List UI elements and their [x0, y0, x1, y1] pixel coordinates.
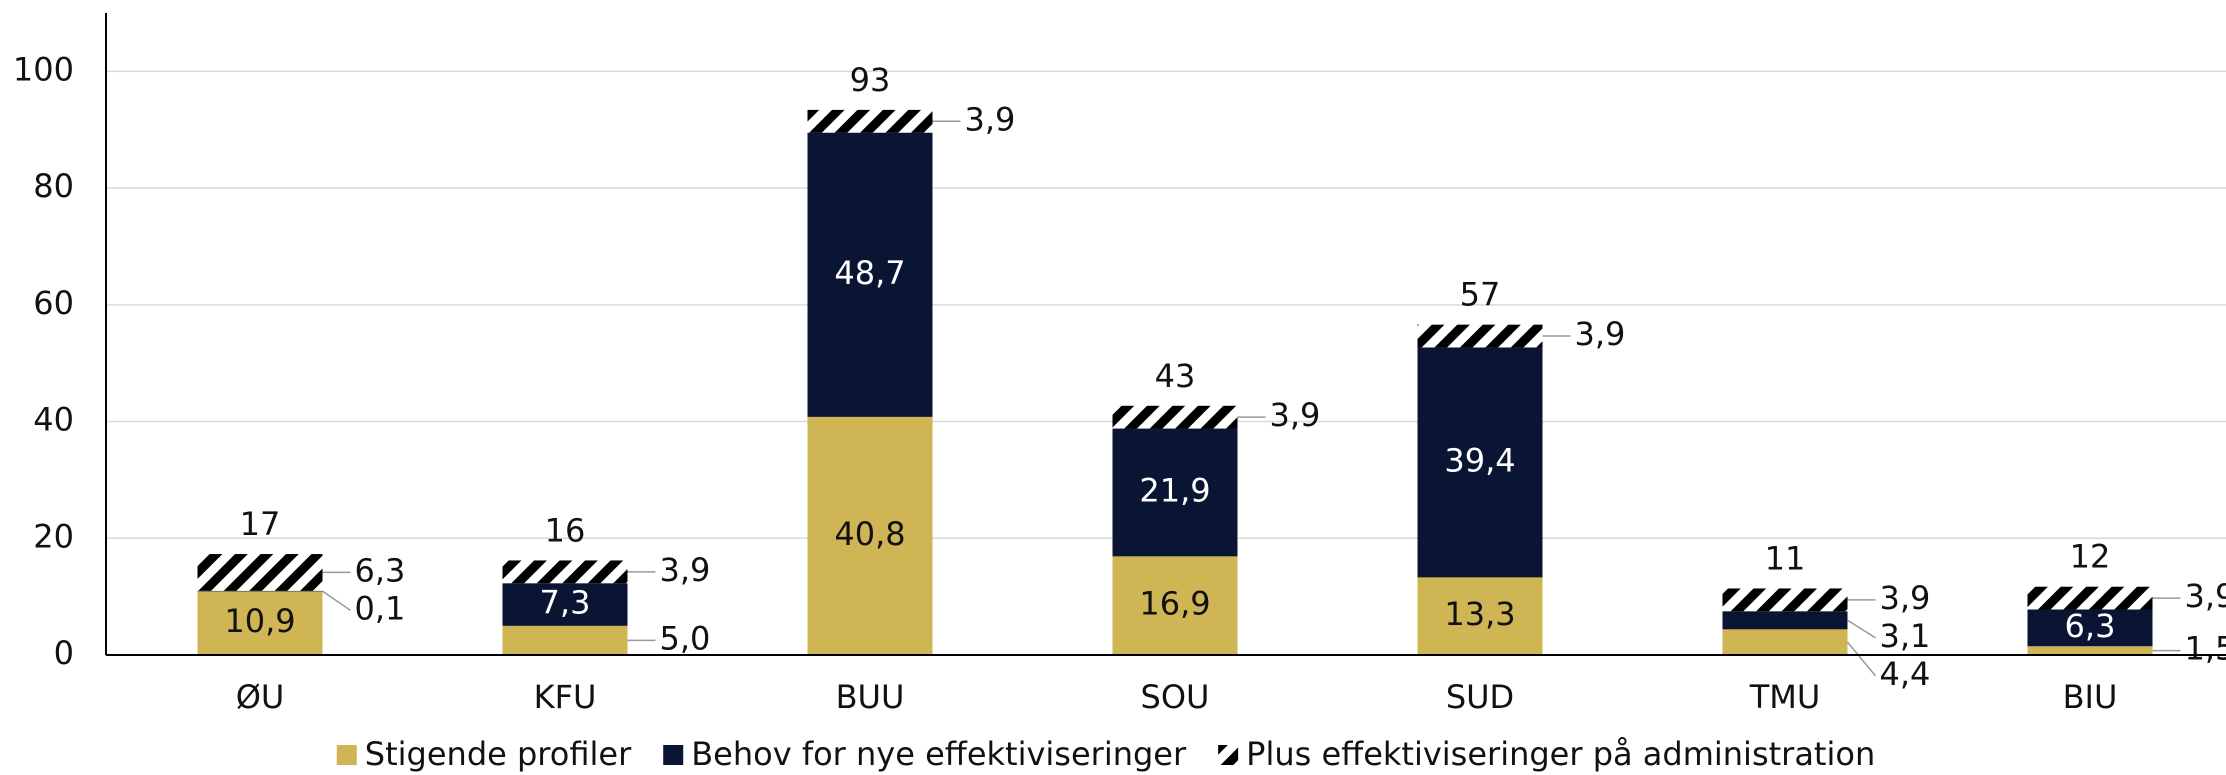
data-label: 6,3 [355, 551, 406, 589]
y-tick-label: 100 [13, 50, 74, 88]
bar-segment [1417, 324, 1543, 348]
total-label: 12 [2070, 538, 2111, 576]
data-label: 7,3 [540, 584, 591, 622]
x-tick-label: KFU [534, 678, 597, 716]
data-label: 4,4 [1880, 655, 1931, 693]
total-label: 17 [240, 505, 281, 543]
leader-line [322, 590, 351, 612]
legend-label: Behov for nye effektiviseringer [691, 735, 1187, 773]
bar-segment [502, 583, 628, 626]
total-label: 57 [1460, 276, 1501, 314]
total-label: 93 [850, 61, 891, 99]
bar-segment [1112, 428, 1238, 557]
legend-swatch [336, 745, 357, 765]
leader-line [1846, 641, 1877, 677]
bar-segment [1417, 347, 1543, 578]
data-label: 3,9 [1880, 579, 1931, 617]
bar-segment [2027, 609, 2153, 647]
data-label: 39,4 [1444, 441, 1515, 479]
data-label: 1,5 [2185, 630, 2226, 668]
data-label: 10,9 [224, 602, 295, 640]
x-tick-label: SUD [1446, 678, 1514, 716]
data-label: 5,0 [660, 619, 711, 657]
bar-segment [1112, 405, 1238, 429]
data-label: 3,9 [965, 100, 1016, 138]
y-tick-label: 20 [33, 517, 74, 555]
bar-segment [197, 554, 323, 591]
legend-swatch [663, 745, 684, 765]
bar-segment [197, 590, 323, 592]
bar-segment [807, 132, 933, 417]
y-tick-label: 40 [33, 401, 74, 439]
x-tick-label: BUU [836, 678, 905, 716]
x-tick-label: TMU [1749, 678, 1821, 716]
bar-segment [1417, 577, 1543, 655]
legend-swatch [1218, 745, 1239, 765]
legend-label: Stigende profiler [365, 735, 632, 773]
total-label: 11 [1765, 539, 1806, 577]
total-label: 43 [1155, 357, 1196, 395]
data-label: 3,9 [2185, 577, 2226, 615]
bar-segment [1722, 629, 1848, 655]
data-label: 3,9 [1575, 315, 1626, 353]
data-label: 0,1 [355, 589, 406, 627]
data-label: 40,8 [834, 515, 905, 553]
y-tick-label: 0 [54, 634, 74, 672]
y-tick-label: 80 [33, 167, 74, 205]
bar-segment [2027, 646, 2153, 655]
total-label: 16 [545, 511, 586, 549]
data-label: 21,9 [1139, 471, 1210, 509]
legend-label: Plus effektiviseringer på administration [1246, 735, 1875, 773]
x-tick-label: BIU [2063, 678, 2118, 716]
data-label: 3,9 [660, 551, 711, 589]
y-tick-label: 60 [33, 284, 74, 322]
data-label: 48,7 [834, 254, 905, 292]
bar-segment [807, 109, 933, 133]
x-tick-label: SOU [1141, 678, 1210, 716]
bar-segment [197, 591, 323, 655]
data-label: 16,9 [1139, 585, 1210, 623]
data-label: 13,3 [1444, 595, 1515, 633]
bar-segment [2027, 586, 2153, 610]
data-label: 3,1 [1880, 617, 1931, 655]
data-label: 3,9 [1270, 396, 1321, 434]
bar-segment [502, 560, 628, 584]
bar-segment [1722, 588, 1848, 612]
bar-segment [807, 416, 933, 655]
x-tick-label: ØU [236, 678, 285, 716]
bar-segment [1722, 611, 1848, 630]
data-label: 6,3 [2065, 607, 2116, 645]
bar-segment [1112, 556, 1238, 655]
leader-line [1847, 619, 1876, 639]
bar-segment [502, 625, 628, 655]
